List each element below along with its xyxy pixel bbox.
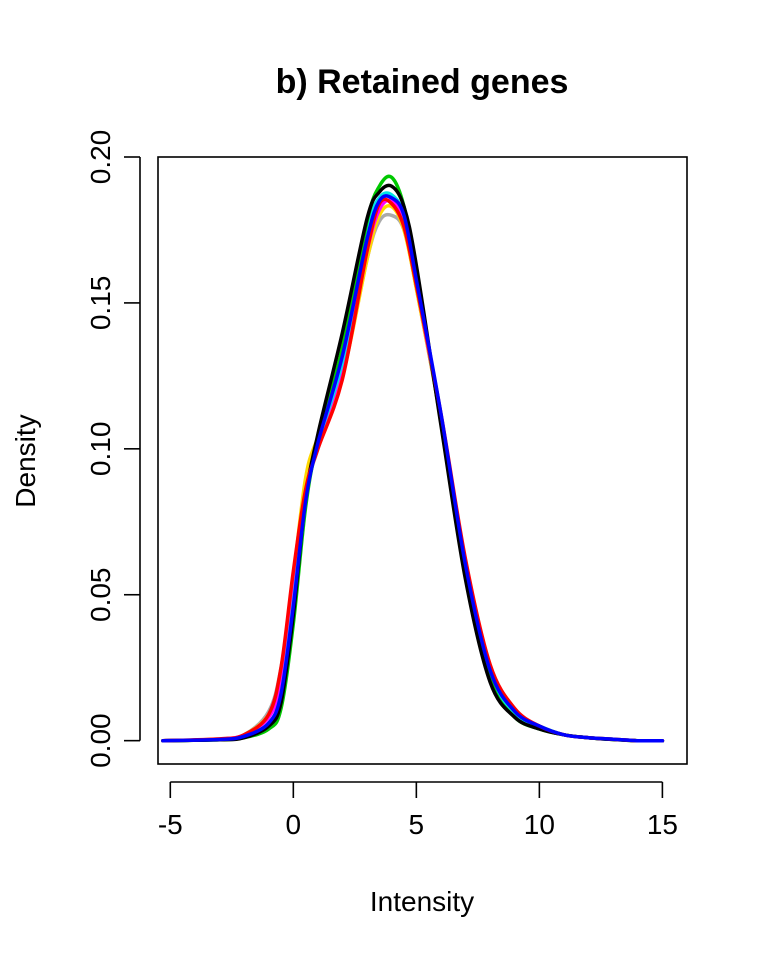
y-axis-title: Density: [10, 414, 41, 507]
x-axis: -5 0 5 10 15: [158, 781, 678, 840]
plot-area: [161, 174, 665, 743]
plot-frame: [157, 156, 688, 765]
density-curve-8: [161, 194, 665, 743]
density-curve-7: [161, 197, 665, 743]
x-tick-label: 5: [409, 809, 425, 840]
density-curve-1: [161, 212, 665, 743]
y-tick-label: 0.00: [85, 713, 116, 768]
y-tick-label: 0.05: [85, 567, 116, 622]
x-tick-label: 15: [647, 809, 678, 840]
x-tick-label: 10: [524, 809, 555, 840]
x-tick-label: 0: [286, 809, 302, 840]
y-tick-label: 0.10: [85, 422, 116, 477]
density-curve-3: [161, 198, 665, 743]
chart-title: b) Retained genes: [276, 63, 569, 101]
x-axis-title: Intensity: [370, 886, 474, 917]
y-axis: 0.00 0.05 0.10 0.15 0.20: [85, 130, 141, 768]
y-tick-label: 0.20: [85, 130, 116, 185]
density-curve-2: [161, 203, 665, 743]
y-tick-label: 0.15: [85, 276, 116, 331]
x-tick-label: -5: [158, 809, 183, 840]
